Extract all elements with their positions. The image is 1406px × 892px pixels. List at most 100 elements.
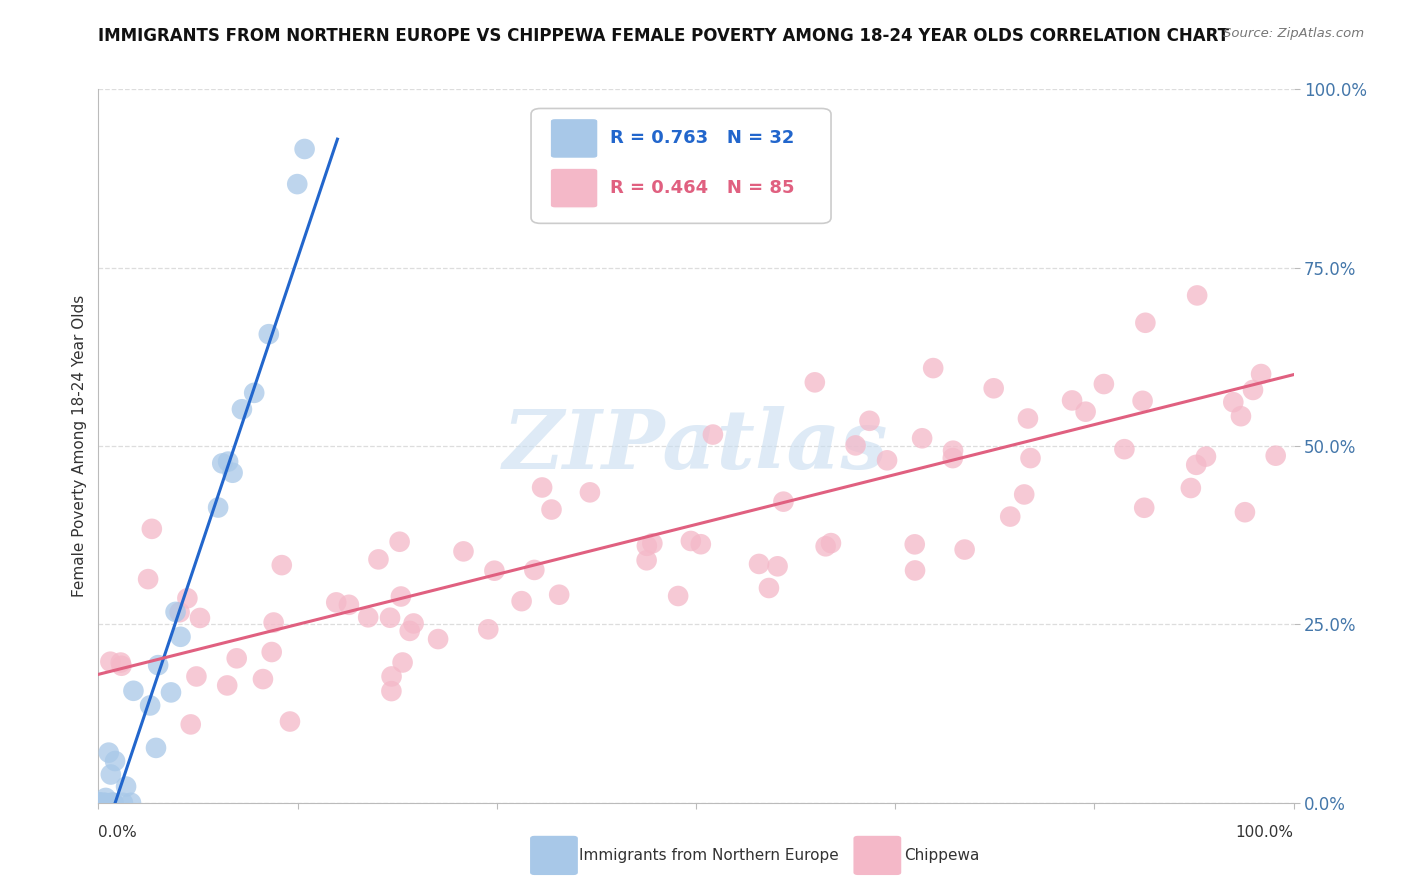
Point — [139, 698, 162, 713]
Point — [380, 669, 402, 683]
Point — [904, 564, 927, 578]
Point — [523, 563, 546, 577]
Point — [120, 796, 142, 810]
FancyBboxPatch shape — [550, 119, 598, 159]
Point — [252, 672, 274, 686]
Point — [136, 572, 159, 586]
Y-axis label: Female Poverty Among 18-24 Year Olds: Female Poverty Among 18-24 Year Olds — [72, 295, 87, 597]
Point — [1133, 500, 1156, 515]
Point — [1195, 450, 1218, 464]
Point — [427, 632, 450, 646]
Point — [540, 502, 562, 516]
Point — [97, 746, 120, 760]
Point — [325, 595, 347, 609]
Point — [820, 536, 842, 550]
Point — [1074, 405, 1097, 419]
Point — [1264, 449, 1286, 463]
Point — [110, 658, 132, 673]
Point — [225, 651, 247, 665]
Text: ZIPatlas: ZIPatlas — [503, 406, 889, 486]
Point — [94, 791, 117, 805]
Point — [357, 610, 380, 624]
Point — [180, 717, 202, 731]
Point — [876, 453, 898, 467]
Point — [1012, 487, 1035, 501]
Point — [211, 456, 233, 470]
Point — [922, 361, 945, 376]
Point — [263, 615, 285, 630]
Point — [231, 402, 253, 417]
Text: Immigrants from Northern Europe: Immigrants from Northern Europe — [579, 848, 839, 863]
Point — [477, 623, 499, 637]
Point — [217, 454, 239, 468]
Point — [89, 796, 111, 810]
Point — [1233, 505, 1256, 519]
Text: IMMIGRANTS FROM NORTHERN EUROPE VS CHIPPEWA FEMALE POVERTY AMONG 18-24 YEAR OLDS: IMMIGRANTS FROM NORTHERN EUROPE VS CHIPP… — [98, 27, 1229, 45]
Point — [186, 669, 208, 683]
Point — [93, 796, 115, 810]
Point — [165, 605, 187, 619]
Point — [1092, 377, 1115, 392]
Point — [100, 767, 122, 781]
Point — [380, 684, 402, 698]
Point — [89, 796, 111, 810]
Point — [103, 796, 125, 810]
Point — [207, 500, 229, 515]
Point — [666, 589, 689, 603]
Point — [389, 590, 412, 604]
Point — [260, 645, 283, 659]
Point — [243, 385, 266, 400]
FancyBboxPatch shape — [531, 109, 831, 223]
Point — [758, 581, 780, 595]
Text: 100.0%: 100.0% — [1236, 825, 1294, 840]
Point — [388, 534, 411, 549]
Point — [814, 539, 837, 553]
Point — [103, 796, 125, 810]
Point — [1180, 481, 1202, 495]
Point — [100, 655, 122, 669]
Point — [110, 656, 132, 670]
Point — [689, 537, 711, 551]
Point — [548, 588, 571, 602]
Point — [858, 414, 880, 428]
Point — [1114, 442, 1136, 457]
Point — [453, 544, 475, 558]
Point — [636, 553, 658, 567]
Point — [904, 537, 927, 551]
Point — [100, 796, 122, 810]
Point — [402, 616, 425, 631]
Point — [89, 796, 111, 810]
Point — [1185, 288, 1208, 302]
Point — [641, 536, 664, 550]
Point — [772, 494, 794, 508]
Point — [367, 552, 389, 566]
Point — [115, 780, 138, 794]
Point — [484, 564, 506, 578]
Point — [146, 658, 169, 673]
Text: Source: ZipAtlas.com: Source: ZipAtlas.com — [1223, 27, 1364, 40]
Point — [257, 327, 280, 342]
Point — [1019, 451, 1042, 466]
Point — [1062, 393, 1084, 408]
Point — [983, 381, 1005, 395]
Point — [337, 598, 360, 612]
Point — [942, 443, 965, 458]
Point — [1230, 409, 1253, 424]
FancyBboxPatch shape — [550, 168, 598, 208]
Point — [285, 177, 308, 191]
Point — [748, 557, 770, 571]
Point — [294, 142, 316, 156]
Point — [766, 559, 789, 574]
Point — [510, 594, 533, 608]
Point — [1241, 383, 1264, 397]
Point — [391, 656, 413, 670]
Point — [1135, 316, 1157, 330]
Point — [141, 522, 163, 536]
Point — [1000, 509, 1022, 524]
Point — [111, 796, 134, 810]
Point — [378, 611, 401, 625]
Text: Chippewa: Chippewa — [904, 848, 980, 863]
Point — [122, 683, 145, 698]
Point — [160, 685, 183, 699]
Text: R = 0.763   N = 32: R = 0.763 N = 32 — [610, 129, 794, 147]
